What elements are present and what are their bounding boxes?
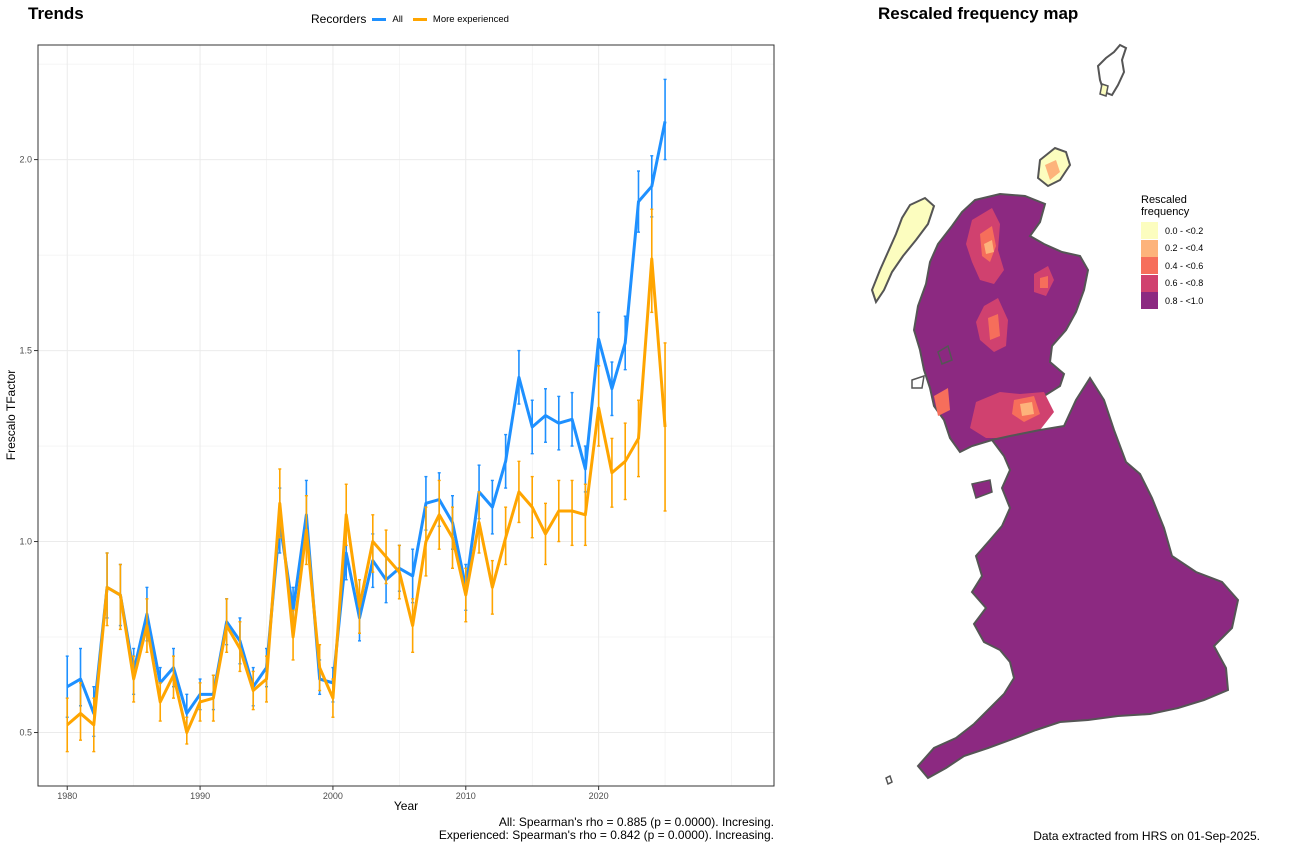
map-orkney-inner xyxy=(1045,160,1060,180)
legend-swatch-experienced xyxy=(412,17,427,21)
map-legend: Rescaled frequency 0.0 - <0.2 0.2 - <0.4… xyxy=(1141,194,1203,310)
map-legend-swatch xyxy=(1141,239,1158,257)
x-tick-label: 1980 xyxy=(57,791,77,801)
map-legend-label: 0.4 - <0.6 xyxy=(1165,260,1204,271)
legend-label-experienced: More experienced xyxy=(432,13,509,25)
map-title: Rescaled frequency map xyxy=(878,4,1079,23)
series-line xyxy=(66,121,667,715)
map-legend-label: 0.0 - <0.2 xyxy=(1165,225,1204,236)
map-hotspot-west xyxy=(934,388,950,416)
map-legend-swatch xyxy=(1141,274,1158,292)
y-tick-label: 1.0 xyxy=(19,537,32,547)
y-tick-label: 1.5 xyxy=(19,346,32,356)
data-source-footer: Data extracted from HRS on 01-Sep-2025. xyxy=(1033,829,1260,843)
map-small-island-3 xyxy=(885,774,893,786)
y-tick-label: 2.0 xyxy=(19,155,32,165)
plot-panel-border xyxy=(37,44,775,787)
stats-experienced: Experienced: Spearman's rho = 0.842 (p =… xyxy=(438,828,774,842)
map-hotspot-central-inner xyxy=(988,314,1000,340)
map-legend-row: 0.0 - <0.2 xyxy=(1141,222,1203,240)
map-legend-label: 0.6 - <0.8 xyxy=(1165,278,1204,289)
map-legend-title: Rescaled frequency xyxy=(1141,194,1203,218)
x-tick-label: 2010 xyxy=(456,791,476,801)
x-tick-label: 2000 xyxy=(323,791,343,801)
series-line xyxy=(66,257,667,735)
trends-chart: 1980 1990 2000 2010 2020 0.5 1.0 1.5 2.0 Year Fr… xyxy=(4,44,775,813)
stats-text: All: Spearman's rho = 0.885 (p = 0.0000)… xyxy=(439,816,774,842)
map-legend-row: 0.2 - <0.4 xyxy=(1141,239,1204,258)
y-tick-label: 0.5 xyxy=(19,728,32,738)
trends-title: Trends xyxy=(28,4,84,23)
map-legend-label: 0.8 - <1.0 xyxy=(1165,295,1204,306)
x-tick-label: 1990 xyxy=(190,791,210,801)
stats-all: All: Spearman's rho = 0.885 (p = 0.0000)… xyxy=(498,815,774,829)
x-tick-label: 2020 xyxy=(589,791,609,801)
legend-title: Recorders xyxy=(311,12,367,26)
map-shetland xyxy=(1096,43,1128,97)
map-legend-row: 0.8 - <1.0 xyxy=(1141,292,1203,310)
series-experienced xyxy=(65,208,667,753)
series xyxy=(65,78,667,753)
map-small-island-1 xyxy=(937,344,953,365)
map-ni-fragment xyxy=(971,479,993,499)
error-bar xyxy=(79,682,83,741)
grid-lines xyxy=(38,45,774,786)
map-legend-title-line1: Rescaled xyxy=(1141,194,1187,206)
map-hotspot-grampian-core xyxy=(1040,276,1048,288)
map-outer-hebrides xyxy=(870,196,936,305)
map-legend-swatch xyxy=(1141,222,1158,240)
legend-item-all: All xyxy=(372,14,403,25)
map-hotspot-nw-core xyxy=(984,240,994,254)
map-legend-label: 0.2 - <0.4 xyxy=(1165,243,1204,254)
error-bar xyxy=(570,479,574,547)
map-small-island-2 xyxy=(911,374,925,389)
map-legend-swatch xyxy=(1141,257,1158,275)
map-legend-swatch xyxy=(1141,292,1158,310)
error-bar xyxy=(663,78,667,161)
x-axis-label: Year xyxy=(394,799,418,813)
legend-label-all: All xyxy=(392,13,403,25)
frequency-map xyxy=(870,43,1240,786)
map-legend-row: 0.6 - <0.8 xyxy=(1141,274,1204,293)
legend-swatch-all xyxy=(372,17,387,21)
map-legend-row: 0.4 - <0.6 xyxy=(1141,257,1203,275)
map-england-wales xyxy=(916,376,1240,780)
map-legend-title-line2: frequency xyxy=(1141,206,1190,218)
map-shetland-south xyxy=(1099,83,1109,97)
axes: 1980 1990 2000 2010 2020 0.5 1.0 1.5 2.0 xyxy=(19,155,608,801)
error-bar xyxy=(597,365,601,447)
y-axis-label: Frescalo TFactor xyxy=(4,370,18,460)
chart-legend: Recorders All More experienced xyxy=(311,12,519,26)
map-hotspot-clyde-core xyxy=(1020,402,1034,416)
legend-item-experienced: More experienced xyxy=(412,13,509,25)
series-all xyxy=(65,78,667,738)
